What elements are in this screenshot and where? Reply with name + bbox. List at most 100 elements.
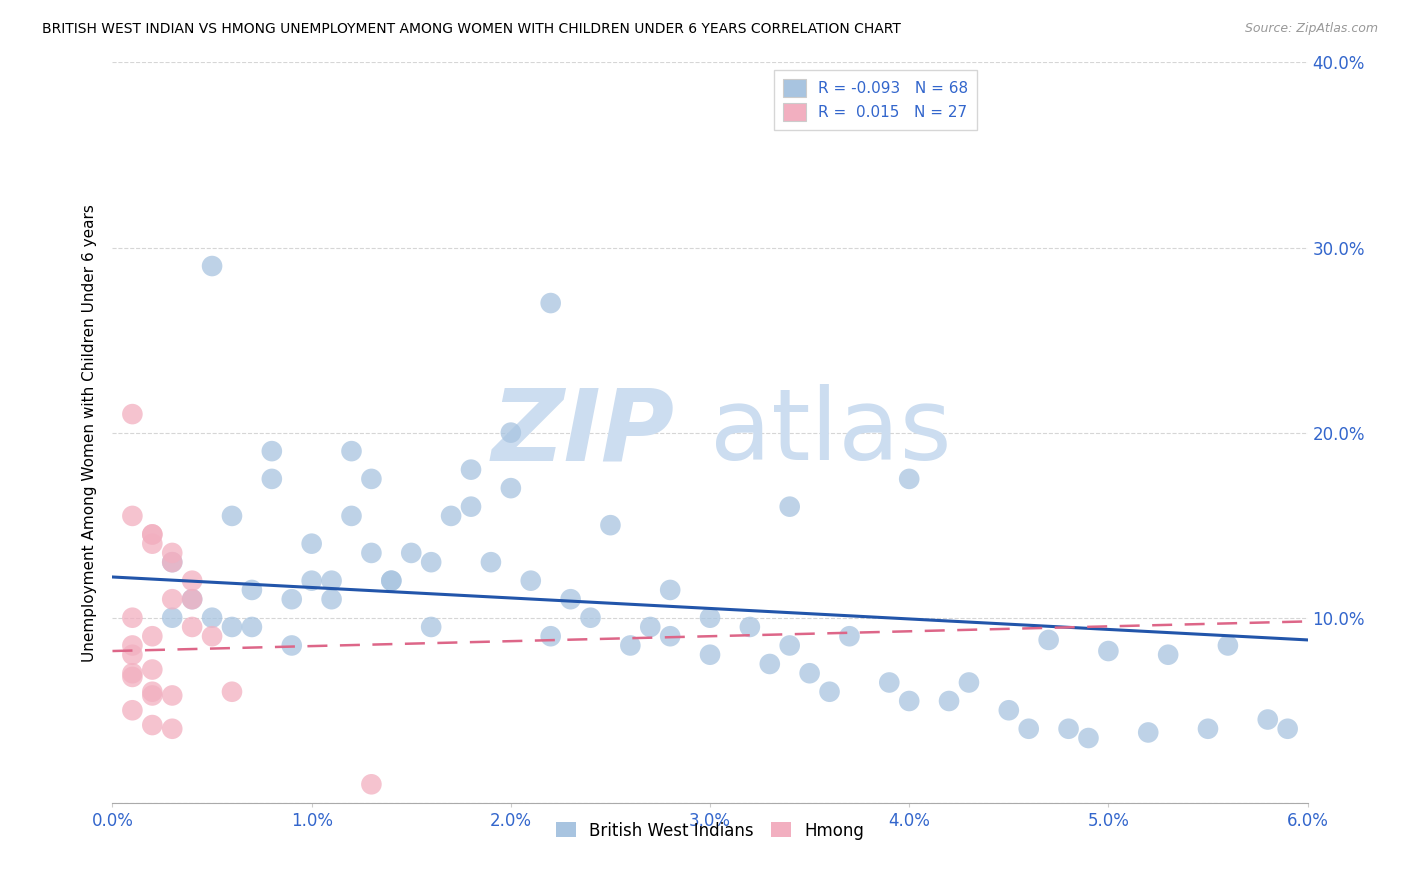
Text: Source: ZipAtlas.com: Source: ZipAtlas.com [1244, 22, 1378, 36]
Point [579, 610, 602, 624]
Point [460, 462, 482, 476]
Point [380, 574, 402, 588]
Point [619, 639, 641, 653]
Point [141, 689, 163, 703]
Point [281, 639, 304, 653]
Point [779, 639, 801, 653]
Point [181, 592, 204, 607]
Point [420, 620, 443, 634]
Point [1097, 644, 1119, 658]
Point [599, 518, 621, 533]
Point [260, 444, 283, 458]
Point [1216, 639, 1239, 653]
Point [121, 703, 143, 717]
Point [1157, 648, 1180, 662]
Point [877, 675, 901, 690]
Point [340, 444, 363, 458]
Point [121, 648, 143, 662]
Point [162, 592, 183, 607]
Point [1038, 632, 1060, 647]
Point [499, 425, 522, 440]
Point [1277, 722, 1299, 736]
Y-axis label: Unemployment Among Women with Children Under 6 years: Unemployment Among Women with Children U… [82, 203, 97, 662]
Point [221, 508, 243, 523]
Text: BRITISH WEST INDIAN VS HMONG UNEMPLOYMENT AMONG WOMEN WITH CHILDREN UNDER 6 YEAR: BRITISH WEST INDIAN VS HMONG UNEMPLOYMEN… [42, 22, 901, 37]
Point [321, 592, 343, 607]
Point [699, 610, 721, 624]
Point [141, 663, 163, 677]
Point [121, 666, 143, 681]
Point [799, 666, 821, 681]
Point [260, 472, 283, 486]
Point [162, 546, 183, 560]
Point [779, 500, 801, 514]
Text: atlas: atlas [710, 384, 952, 481]
Point [1077, 731, 1099, 745]
Point [898, 694, 921, 708]
Point [838, 629, 860, 643]
Point [440, 508, 463, 523]
Point [162, 722, 183, 736]
Point [141, 527, 163, 541]
Point [540, 629, 562, 643]
Point [340, 508, 363, 523]
Point [520, 574, 543, 588]
Point [121, 508, 143, 523]
Text: ZIP: ZIP [491, 384, 675, 481]
Point [141, 718, 163, 732]
Point [240, 582, 263, 597]
Point [141, 629, 163, 643]
Point [659, 629, 682, 643]
Point [560, 592, 582, 607]
Point [301, 574, 323, 588]
Point [281, 592, 304, 607]
Point [141, 536, 163, 550]
Point [181, 620, 204, 634]
Point [957, 675, 980, 690]
Point [162, 610, 183, 624]
Point [181, 592, 204, 607]
Point [938, 694, 960, 708]
Point [121, 639, 143, 653]
Point [460, 500, 482, 514]
Point [221, 685, 243, 699]
Point [699, 648, 721, 662]
Legend: British West Indians, Hmong: British West Indians, Hmong [550, 815, 870, 847]
Point [162, 555, 183, 569]
Point [201, 259, 224, 273]
Point [759, 657, 782, 671]
Point [1057, 722, 1080, 736]
Point [1197, 722, 1219, 736]
Point [401, 546, 423, 560]
Point [360, 546, 382, 560]
Point [141, 527, 163, 541]
Point [360, 472, 382, 486]
Point [898, 472, 921, 486]
Point [499, 481, 522, 495]
Point [162, 555, 183, 569]
Point [420, 555, 443, 569]
Point [998, 703, 1021, 717]
Point [201, 629, 224, 643]
Point [818, 685, 841, 699]
Point [380, 574, 402, 588]
Point [121, 670, 143, 684]
Point [221, 620, 243, 634]
Point [201, 610, 224, 624]
Point [479, 555, 502, 569]
Point [1018, 722, 1040, 736]
Point [360, 777, 382, 791]
Point [162, 689, 183, 703]
Point [321, 574, 343, 588]
Point [121, 407, 143, 421]
Point [1137, 725, 1160, 739]
Point [121, 610, 143, 624]
Point [181, 574, 204, 588]
Point [659, 582, 682, 597]
Point [240, 620, 263, 634]
Point [738, 620, 761, 634]
Point [301, 536, 323, 550]
Point [1257, 713, 1279, 727]
Point [540, 296, 562, 310]
Point [640, 620, 662, 634]
